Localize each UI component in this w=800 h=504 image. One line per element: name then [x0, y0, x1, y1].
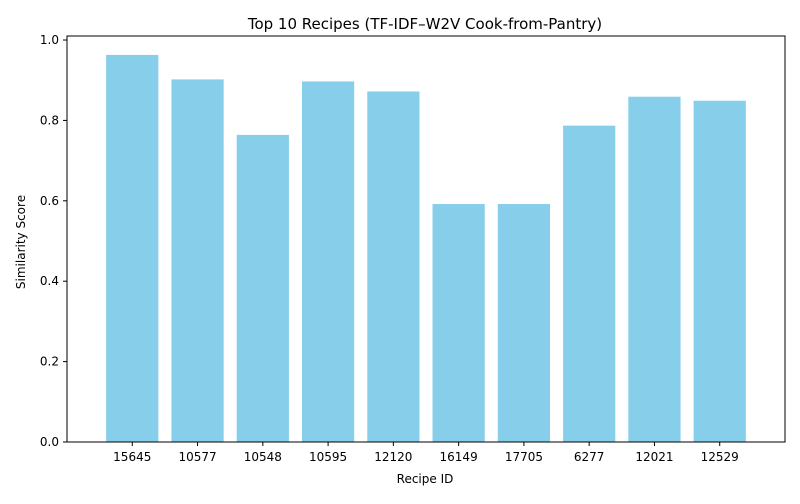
bar-15645 — [106, 54, 159, 443]
bar-12529 — [693, 100, 746, 442]
x-tick-label: 16149 — [440, 450, 478, 464]
bar-12120 — [367, 91, 420, 442]
x-tick-label: 10548 — [244, 450, 282, 464]
x-tick-label: 6277 — [574, 450, 605, 464]
y-tick-label: 0.6 — [40, 194, 59, 208]
y-axis-ticks: 0.0 0.2 0.4 0.6 0.8 1.0 — [40, 33, 67, 449]
x-tick-label: 12021 — [635, 450, 673, 464]
x-tick-label: 10577 — [178, 450, 216, 464]
x-axis-title: Recipe ID — [397, 472, 454, 486]
bar-10577 — [171, 79, 224, 442]
x-tick-label: 15645 — [113, 450, 151, 464]
y-tick-label: 0.2 — [40, 355, 59, 369]
x-tick-label: 12120 — [374, 450, 412, 464]
bars-group — [106, 54, 746, 443]
x-axis-ticks: 15645 10577 10548 10595 12120 16149 17705 6277 1… — [113, 442, 739, 464]
bar-10548 — [236, 134, 289, 442]
y-tick-label: 0.8 — [40, 113, 59, 127]
y-axis-title: Similarity Score — [14, 195, 28, 289]
chart-title: Top 10 Recipes (TF-IDF–W2V Cook-from-Pan… — [247, 15, 602, 33]
bar-17705 — [497, 204, 551, 442]
x-tick-label: 12529 — [701, 450, 739, 464]
bar-12021 — [628, 96, 681, 443]
bar-16149 — [432, 204, 485, 442]
plot-frame — [66, 35, 786, 443]
y-tick-label: 0.4 — [40, 274, 59, 288]
bar-6277 — [563, 125, 616, 442]
y-tick-label: 1.0 — [40, 33, 59, 47]
x-tick-label: 17705 — [505, 450, 543, 464]
y-tick-label: 0.0 — [40, 435, 59, 449]
bar-10595 — [301, 81, 355, 442]
x-tick-label: 10595 — [309, 450, 347, 464]
